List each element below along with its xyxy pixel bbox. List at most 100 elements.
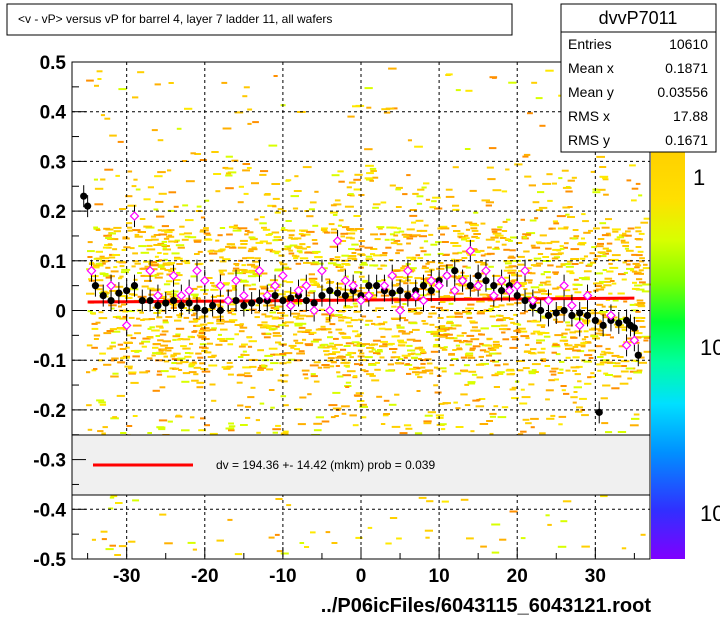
density-cell: [234, 333, 239, 336]
density-cell: [242, 350, 247, 353]
density-cell: [207, 322, 214, 325]
density-cell: [608, 305, 617, 308]
density-cell: [380, 423, 386, 425]
density-cell: [470, 321, 478, 324]
density-cell: [600, 286, 606, 289]
density-cell: [93, 227, 100, 230]
density-cell: [380, 264, 386, 267]
stats-label: RMS x: [568, 108, 610, 124]
density-cell: [498, 314, 504, 317]
data-point-diamond: [488, 290, 499, 301]
density-cell: [569, 331, 576, 334]
density-cell: [493, 345, 503, 348]
density-cell: [327, 262, 337, 265]
density-cell: [444, 333, 453, 336]
density-cell: [436, 267, 445, 270]
density-cell: [439, 264, 448, 267]
density-cell: [574, 330, 583, 333]
density-cell: [134, 233, 140, 236]
density-cell: [125, 346, 130, 349]
density-cell: [601, 350, 606, 353]
density-cell: [542, 256, 550, 258]
density-cell: [238, 227, 248, 230]
data-point-filled: [615, 319, 623, 327]
density-cell: [306, 315, 314, 318]
density-cell: [621, 547, 627, 550]
data-point-diamond: [129, 211, 140, 221]
density-cell: [411, 356, 418, 359]
density-cell: [164, 349, 172, 352]
density-cell: [130, 381, 139, 384]
density-cell: [112, 248, 118, 251]
density-cell: [243, 192, 249, 195]
density-cell: [513, 322, 520, 325]
density-cell: [261, 226, 267, 229]
density-cell: [437, 227, 444, 230]
density-cell: [478, 355, 484, 358]
density-cell: [608, 259, 613, 261]
density-cell: [157, 171, 166, 174]
density-cell: [501, 331, 506, 334]
data-point-diamond: [340, 275, 351, 286]
density-cell: [337, 265, 344, 268]
density-cell: [100, 257, 110, 260]
density-cell: [141, 340, 151, 343]
density-cell: [193, 319, 199, 322]
density-cell: [119, 275, 124, 278]
density-cell: [474, 329, 481, 332]
density-cell: [395, 276, 404, 279]
density-cell: [440, 423, 447, 426]
density-cell: [128, 371, 137, 374]
density-cell: [227, 272, 234, 275]
density-cell: [516, 242, 523, 244]
density-cell: [376, 226, 385, 229]
density-cell: [484, 350, 490, 353]
density-cell: [598, 255, 607, 258]
density-cell: [306, 230, 315, 233]
density-cell: [97, 78, 102, 80]
density-cell: [199, 159, 207, 161]
data-point-diamond: [606, 310, 616, 321]
density-cell: [453, 276, 462, 279]
density-cell: [137, 231, 146, 233]
density-cell: [409, 267, 417, 270]
density-cell: [588, 229, 593, 232]
y-tick-label: 0.4: [40, 103, 67, 124]
density-cell: [488, 265, 494, 268]
data-point-filled: [91, 282, 100, 290]
density-cell: [551, 367, 559, 370]
density-cell: [520, 335, 530, 338]
density-cell: [167, 169, 172, 172]
density-cell: [370, 248, 378, 250]
density-cell: [623, 271, 628, 274]
density-cell: [601, 234, 609, 237]
density-cell: [228, 319, 238, 322]
density-cell: [398, 358, 404, 360]
density-cell: [566, 262, 571, 265]
density-cell: [489, 305, 495, 308]
density-cell: [286, 361, 292, 364]
density-cell: [583, 270, 592, 273]
density-cell: [555, 265, 563, 268]
density-cell: [382, 343, 388, 346]
density-cell: [500, 324, 508, 327]
density-cell: [393, 269, 401, 272]
density-cell: [479, 249, 485, 252]
density-cell: [335, 365, 340, 367]
density-cell: [354, 228, 364, 230]
density-cell: [227, 373, 234, 376]
density-cell: [294, 322, 303, 325]
density-cell: [94, 203, 104, 206]
density-cell: [135, 188, 141, 191]
density-cell: [327, 345, 333, 348]
density-cell: [402, 193, 408, 196]
density-cell: [214, 303, 221, 306]
stats-value: 10610: [669, 36, 708, 52]
density-cell: [368, 344, 373, 347]
density-cell: [304, 343, 314, 346]
density-cell: [217, 338, 226, 340]
density-cell: [437, 317, 444, 319]
density-cell: [552, 271, 559, 274]
density-cell: [156, 316, 163, 319]
